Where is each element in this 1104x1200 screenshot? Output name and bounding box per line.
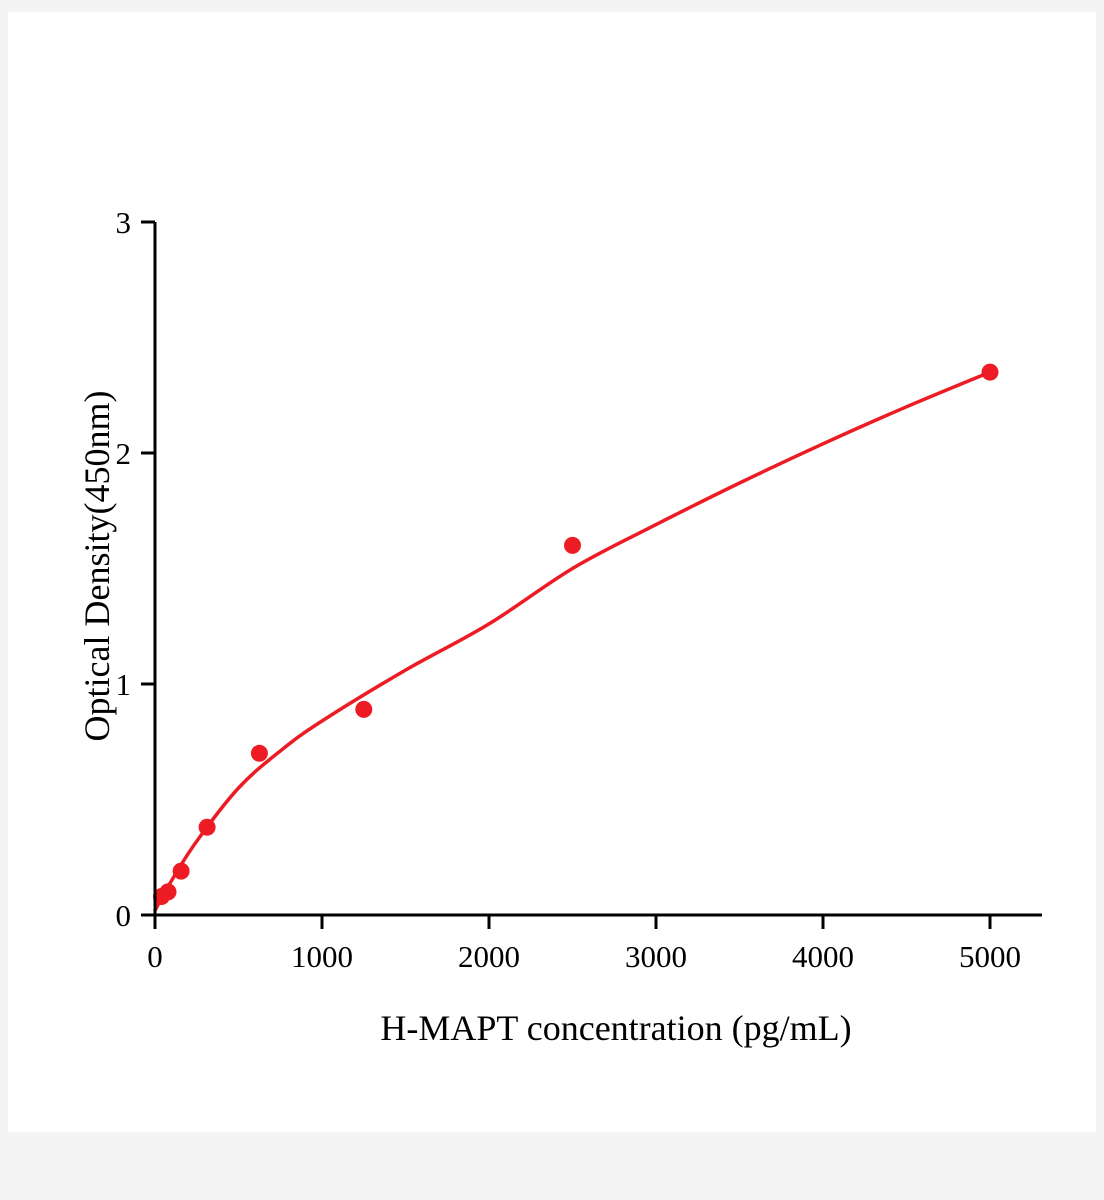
page-edge-right bbox=[1096, 0, 1104, 1200]
x-tick-label: 2000 bbox=[458, 939, 520, 974]
data-point bbox=[159, 883, 177, 901]
y-tick-label: 0 bbox=[116, 898, 132, 933]
y-tick-label: 3 bbox=[116, 205, 132, 240]
data-point bbox=[250, 744, 268, 762]
y-axis-title: Optical Density(450nm) bbox=[77, 390, 117, 742]
y-tick-label: 1 bbox=[116, 667, 132, 702]
data-point bbox=[198, 818, 216, 836]
fit-curve bbox=[153, 370, 992, 913]
data-point bbox=[564, 536, 581, 554]
data-point bbox=[172, 862, 190, 880]
page-edge-top bbox=[0, 0, 1104, 12]
page-edge-left bbox=[0, 0, 8, 1200]
x-tick-label: 1000 bbox=[291, 939, 353, 974]
x-tick-label: 4000 bbox=[792, 939, 854, 974]
x-tick-label: 5000 bbox=[959, 939, 1021, 974]
data-point bbox=[981, 363, 999, 381]
data-point bbox=[355, 700, 373, 718]
x-tick-label: 0 bbox=[147, 939, 163, 974]
page-edge-bottom bbox=[0, 1132, 1104, 1200]
x-tick-label: 3000 bbox=[625, 939, 687, 974]
x-axis-title: H-MAPT concentration (pg/mL) bbox=[380, 1008, 852, 1048]
y-tick-label: 2 bbox=[116, 436, 132, 471]
